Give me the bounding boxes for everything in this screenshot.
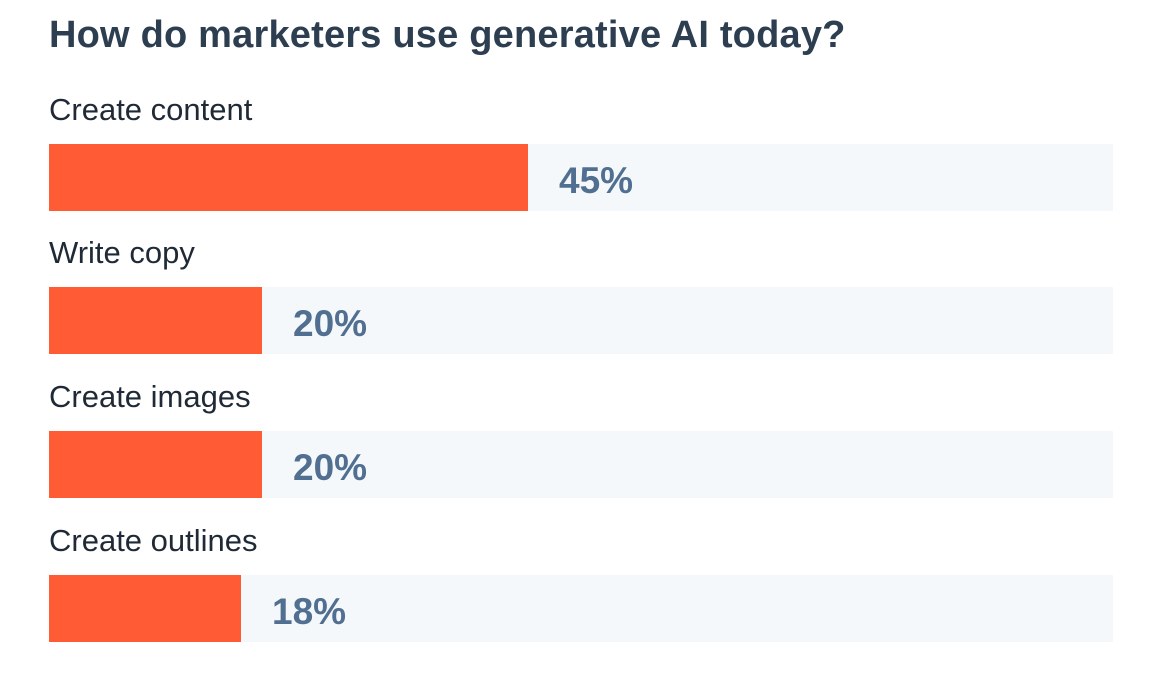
category-label: Create content [49, 92, 253, 127]
bar-row: Create content 45% [49, 92, 1113, 212]
bar-row: Create images 20% [49, 379, 1113, 499]
bar-row: Create outlines 18% [49, 523, 1113, 643]
bar-track: 45% [49, 144, 1113, 211]
category-label: Create images [49, 379, 251, 414]
bar [49, 287, 262, 354]
bar-row: Write copy 20% [49, 235, 1113, 355]
bar [49, 144, 528, 211]
category-label: Write copy [49, 235, 195, 270]
value-label: 45% [559, 160, 634, 201]
value-label: 18% [272, 591, 347, 632]
value-label: 20% [293, 303, 368, 344]
value-label: 20% [293, 447, 368, 488]
bar [49, 431, 262, 498]
bar-track: 18% [49, 575, 1113, 642]
category-label: Create outlines [49, 523, 258, 558]
bar [49, 575, 241, 642]
chart-title: How do marketers use generative AI today… [49, 14, 846, 56]
bar-track: 20% [49, 287, 1113, 354]
bar-track: 20% [49, 431, 1113, 498]
